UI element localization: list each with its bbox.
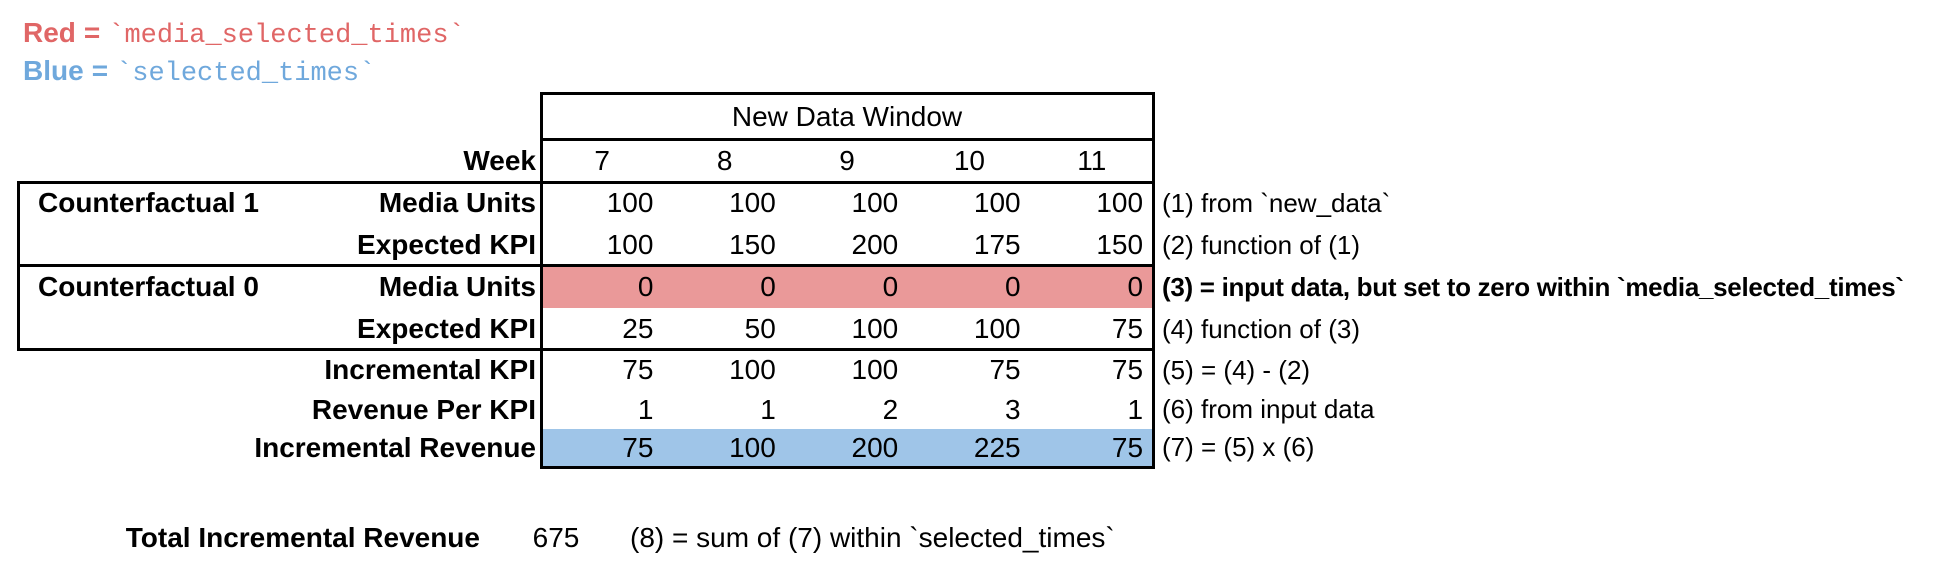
- legend-red-word: Red: [23, 17, 76, 48]
- week-cell: 10: [953, 145, 985, 176]
- table-row: 75 100 100 75 75: [541, 350, 1153, 390]
- border-line: [17, 264, 1155, 267]
- value-cell: 1: [637, 394, 654, 425]
- value-cell: 200: [851, 432, 899, 463]
- annotation-6: (6) from input data: [1162, 394, 1375, 424]
- week-cell: 11: [1077, 145, 1107, 176]
- table-row: 100 100 100 100 100: [541, 182, 1153, 224]
- value-cell: 100: [851, 354, 899, 385]
- row-label-expected-kpi-cf0: Expected KPI: [357, 313, 536, 344]
- table-row-red-highlight: 0 0 0 0 0: [541, 266, 1153, 308]
- value-cell: 75: [1111, 354, 1144, 385]
- value-cell: 100: [851, 313, 899, 344]
- value-cell: 75: [622, 354, 654, 385]
- legend-blue-line: Blue = `selected_times`: [23, 54, 376, 89]
- red-highlight-fill: [543, 266, 1152, 308]
- table-row: 25 50 100 100 75: [541, 308, 1153, 350]
- annotation-5: (5) = (4) - (2): [1162, 355, 1311, 385]
- row-label-media-units-cf1: Media Units: [378, 187, 536, 218]
- annotation-8: (8) = sum of (7) within `selected_times`: [630, 522, 1115, 553]
- row-label-incremental-revenue: Incremental Revenue: [254, 432, 536, 463]
- row-label-revenue-per-kpi: Revenue Per KPI: [311, 394, 536, 425]
- border-line: [1152, 92, 1155, 469]
- total-incremental-revenue-value: 675: [532, 522, 580, 553]
- border-line: [17, 181, 1155, 184]
- value-cell: 25: [622, 313, 654, 344]
- group-label-counterfactual-1: Counterfactual 1: [38, 187, 259, 218]
- blue-highlight-fill: [543, 429, 1152, 466]
- value-cell: 100: [851, 187, 899, 218]
- value-cell: 75: [989, 354, 1021, 385]
- value-cell: 75: [1111, 313, 1144, 344]
- table-row: 100 150 200 175 150: [541, 224, 1153, 266]
- border-line: [540, 92, 543, 469]
- border-line: [540, 92, 1155, 95]
- value-cell: 100: [729, 354, 776, 385]
- value-cell: 1: [1127, 394, 1144, 425]
- value-cell: 100: [973, 313, 1021, 344]
- legend-red-code: `media_selected_times`: [108, 21, 465, 51]
- value-cell: 0: [1005, 271, 1021, 302]
- legend-blue-word: Blue: [23, 55, 84, 86]
- value-cell: 1: [760, 394, 776, 425]
- annotation-4: (4) function of (3): [1162, 314, 1360, 344]
- table-header-title: New Data Window: [731, 101, 963, 132]
- annotation-3: (3) = input data, but set to zero within…: [1162, 272, 1904, 302]
- legend-red-equals: =: [83, 17, 101, 48]
- legend-red-line: Red = `media_selected_times`: [23, 16, 465, 51]
- value-cell: 100: [606, 187, 654, 218]
- border-line: [540, 138, 1155, 141]
- value-cell: 0: [882, 271, 899, 302]
- value-cell: 200: [851, 229, 899, 260]
- week-cell: 7: [594, 145, 610, 176]
- annotation-7: (7) = (5) x (6): [1162, 432, 1315, 462]
- legend-blue-equals: =: [91, 55, 109, 86]
- value-cell: 225: [973, 432, 1021, 463]
- row-label-expected-kpi-cf1: Expected KPI: [357, 229, 536, 260]
- table-row: 1 1 2 3 1: [541, 390, 1153, 429]
- value-cell: 0: [760, 271, 776, 302]
- group-label-counterfactual-0: Counterfactual 0: [38, 271, 259, 302]
- week-cell: 9: [839, 145, 855, 176]
- week-cell: 8: [716, 145, 733, 176]
- value-cell: 100: [973, 187, 1021, 218]
- value-cell: 75: [1111, 432, 1144, 463]
- row-label-incremental-kpi: Incremental KPI: [324, 354, 536, 385]
- border-line: [17, 348, 1155, 351]
- value-cell: 0: [1127, 271, 1144, 302]
- value-cell: 150: [729, 229, 776, 260]
- border-line: [17, 181, 20, 351]
- row-label-media-units-cf0: Media Units: [378, 271, 536, 302]
- legend-blue-code: `selected_times`: [116, 59, 376, 89]
- week-header-row: 7 8 9 10 11: [541, 140, 1153, 182]
- value-cell: 150: [1096, 229, 1144, 260]
- value-cell: 75: [622, 432, 654, 463]
- annotation-1: (1) from `new_data`: [1162, 188, 1391, 218]
- border-line: [540, 466, 1155, 469]
- value-cell: 175: [973, 229, 1021, 260]
- value-cell: 0: [637, 271, 654, 302]
- value-cell: 100: [606, 229, 654, 260]
- total-incremental-revenue-label: Total Incremental Revenue: [125, 522, 480, 553]
- value-cell: 50: [744, 313, 776, 344]
- value-cell: 100: [1096, 187, 1144, 218]
- value-cell: 100: [729, 187, 776, 218]
- value-cell: 100: [729, 432, 776, 463]
- week-row-label: Week: [463, 145, 536, 176]
- value-cell: 3: [1005, 394, 1021, 425]
- annotation-2: (2) function of (1): [1162, 230, 1360, 260]
- value-cell: 2: [882, 394, 899, 425]
- table-row-blue-highlight: 75 100 200 225 75: [541, 429, 1153, 466]
